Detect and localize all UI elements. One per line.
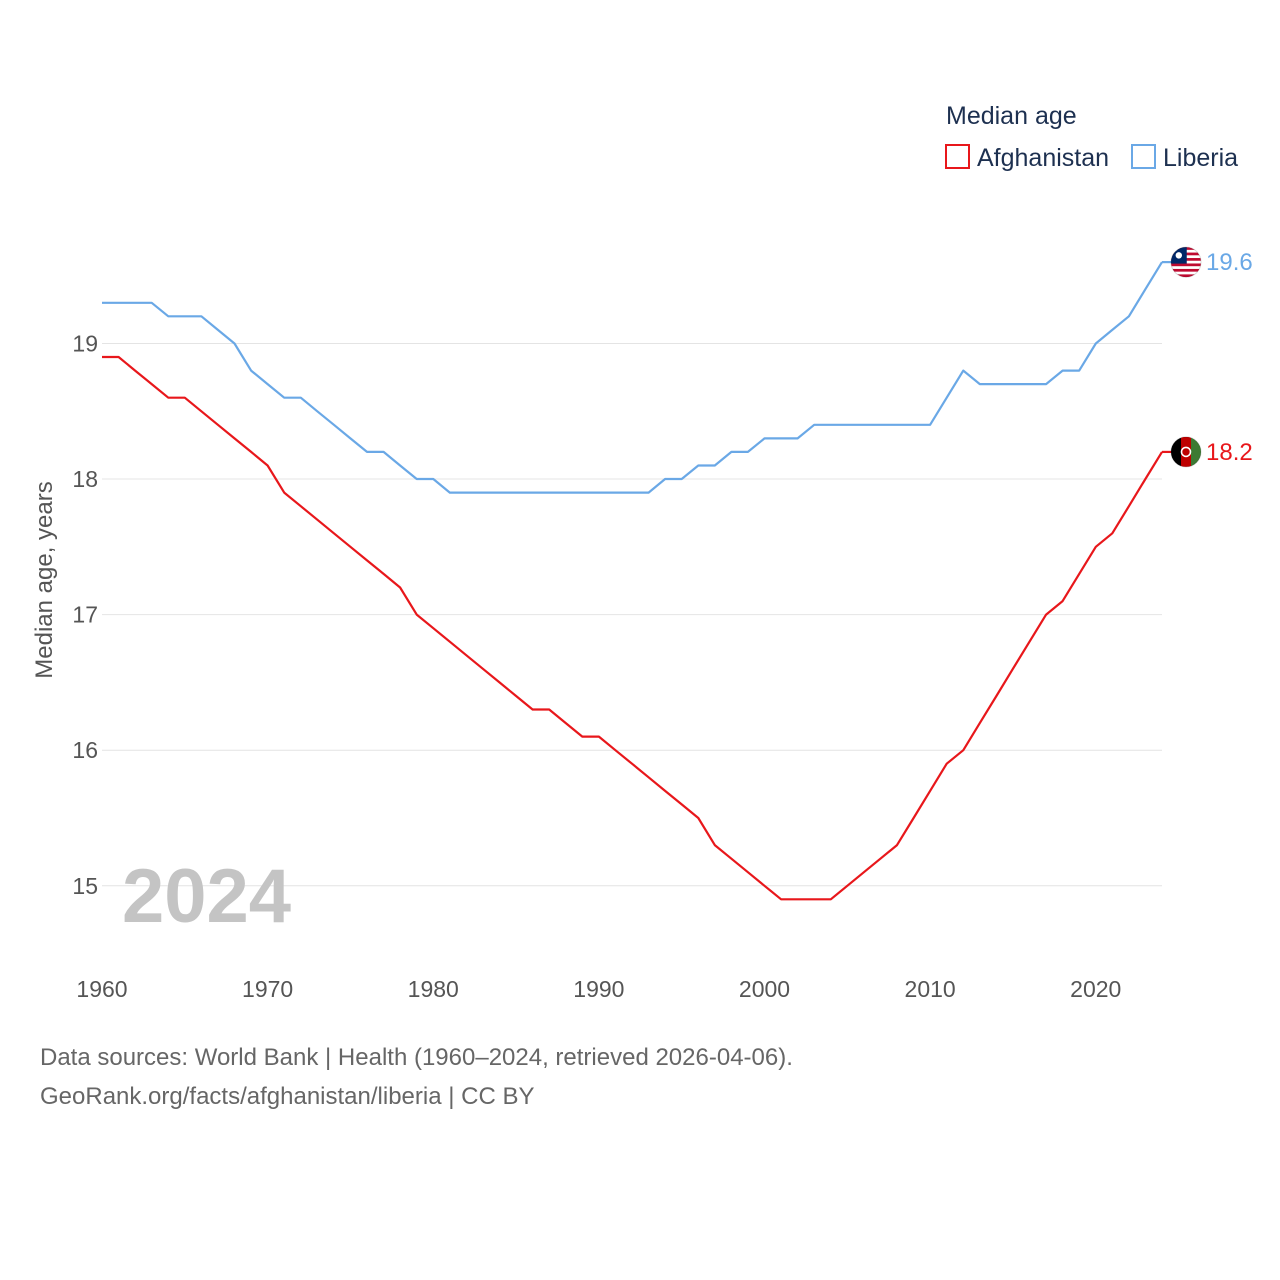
x-tick-label: 2010 <box>905 976 956 1002</box>
legend: Median age Afghanistan Liberia <box>945 102 1238 172</box>
end-value-label-afghanistan: 18.2 <box>1206 439 1253 466</box>
flag-liberia-icon <box>1170 246 1202 278</box>
flag-afghanistan-icon <box>1170 436 1202 468</box>
legend-label-liberia[interactable]: Liberia <box>1163 144 1238 172</box>
series-line-afghanistan[interactable] <box>102 355 1163 901</box>
y-tick-label: 17 <box>72 602 98 628</box>
series-lines <box>102 261 1163 901</box>
y-axis-ticks: 15 16 17 18 19 <box>72 330 98 898</box>
end-value-label-liberia: 19.6 <box>1206 249 1253 276</box>
x-tick-label: 1960 <box>76 976 127 1002</box>
x-tick-label: 2020 <box>1070 976 1121 1002</box>
x-axis-ticks: 1960 1970 1980 1990 2000 2010 2020 <box>76 976 1121 1002</box>
y-tick-label: 15 <box>72 873 98 899</box>
legend-swatch-liberia[interactable] <box>1131 144 1156 169</box>
y-tick-label: 18 <box>72 466 98 492</box>
source-link[interactable]: GeoRank.org/facts/afghanistan/liberia | … <box>40 1083 535 1110</box>
series-end-markers: 18.2 19.6 <box>1162 246 1253 468</box>
highlight-year-label: 2024 <box>122 854 291 939</box>
x-tick-label: 1980 <box>408 976 459 1002</box>
series-line-liberia[interactable] <box>102 261 1163 494</box>
source-text: Data sources: World Bank | Health (1960–… <box>40 1044 793 1071</box>
x-tick-label: 1970 <box>242 976 293 1002</box>
legend-swatch-afghanistan[interactable] <box>945 144 970 169</box>
x-tick-label: 1990 <box>573 976 624 1002</box>
legend-title: Median age <box>946 102 1077 130</box>
y-tick-label: 16 <box>72 737 98 763</box>
y-tick-label: 19 <box>72 330 98 356</box>
legend-label-afghanistan[interactable]: Afghanistan <box>977 144 1109 172</box>
x-tick-label: 2000 <box>739 976 790 1002</box>
gridlines <box>102 342 1162 887</box>
y-axis-label: Median age, years <box>31 481 58 678</box>
